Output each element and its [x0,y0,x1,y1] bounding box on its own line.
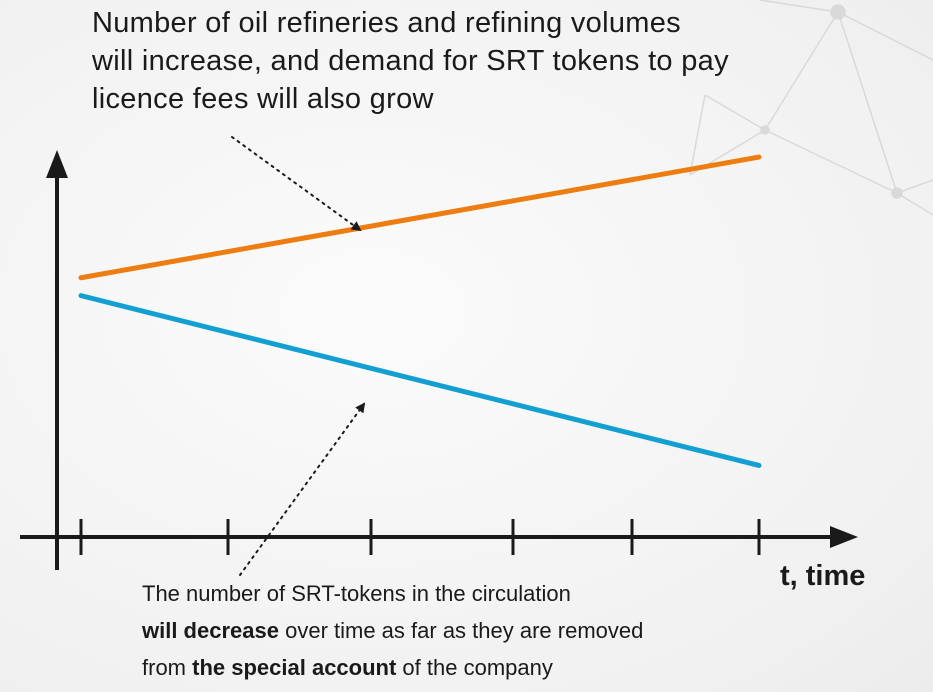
bottom-annotation-line: from the special account of the company [142,649,782,686]
bold-phrase: will decrease [142,618,279,643]
top-annotation-arrow [231,136,362,232]
bottom-annotation-text: of the company [396,655,553,680]
x-axis-ticks [79,519,761,555]
top-annotation: Number of oil refineries and refining vo… [92,4,812,118]
bottom-annotation-line: The number of SRT-tokens in the circulat… [142,581,571,606]
axes [20,150,858,570]
top-annotation-line: will increase, and demand for SRT tokens… [92,45,729,77]
series-lines [78,154,762,468]
x-axis-arrowhead [830,526,858,548]
bottom-annotation-line: will decrease over time as far as they a… [142,612,782,649]
bottom-annotation-text: from [142,655,193,680]
bold-phrase: the special account [192,655,397,680]
y-axis-arrowhead [46,150,68,178]
background-network-decoration [689,0,933,216]
bottom-annotation-arrow [239,402,366,576]
series-line-1 [78,293,762,468]
series-line-0 [78,154,762,281]
x-axis-label: t, time [780,560,866,592]
bottom-annotation-text: over time as far as they are removed [278,618,644,643]
top-annotation-line: Number of oil refineries and refining vo… [92,7,681,39]
top-annotation-line: licence fees will also grow [92,83,434,115]
bottom-annotation: The number of SRT-tokens in the circulat… [142,575,782,686]
